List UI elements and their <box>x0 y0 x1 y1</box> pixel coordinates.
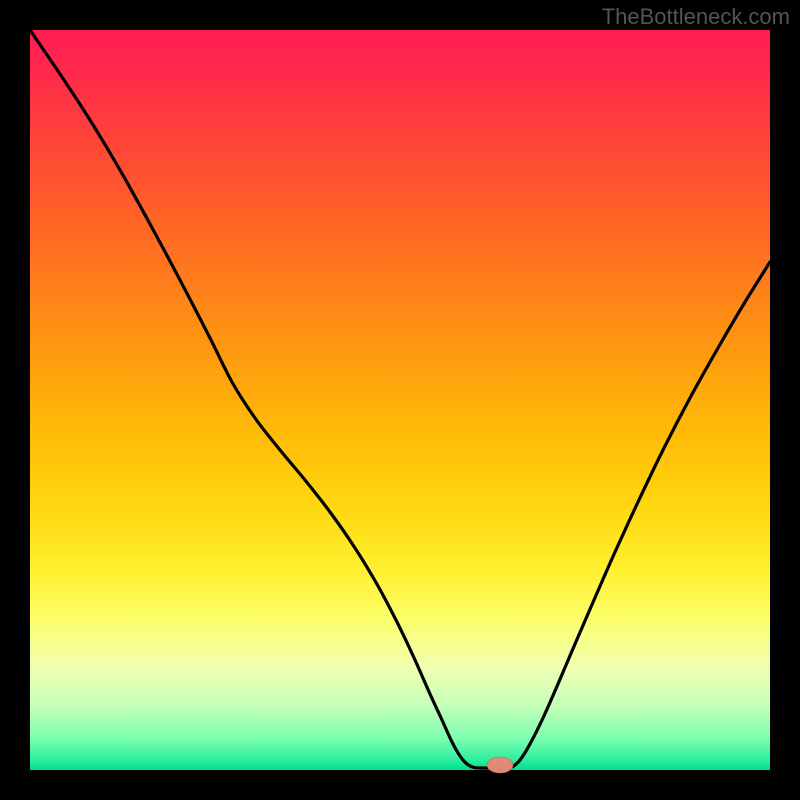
bottleneck-chart <box>0 0 800 800</box>
watermark-text: TheBottleneck.com <box>602 4 790 30</box>
chart-container: TheBottleneck.com <box>0 0 800 800</box>
plot-background <box>30 30 770 770</box>
optimal-marker <box>487 757 513 773</box>
